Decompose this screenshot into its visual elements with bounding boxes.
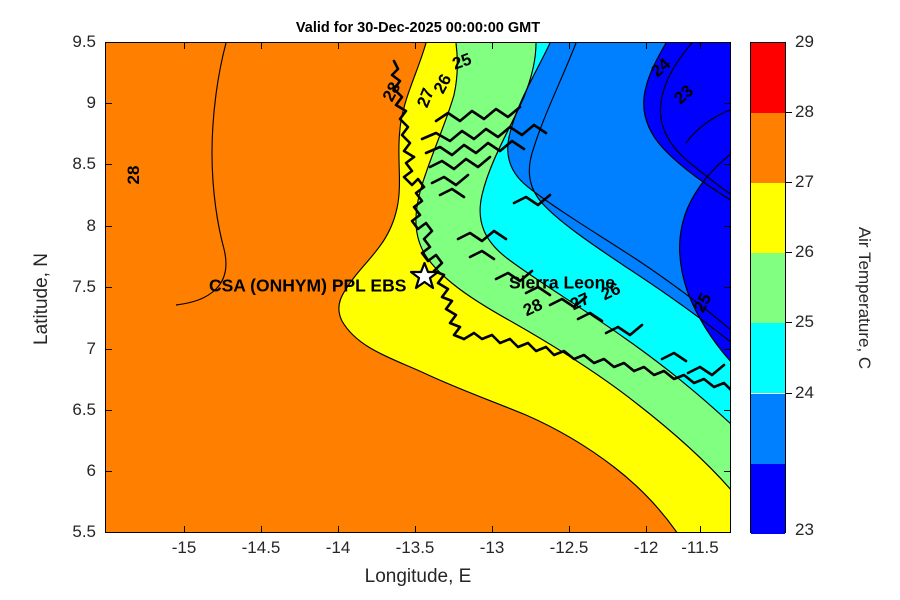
colorbar-band-29 bbox=[751, 43, 785, 114]
coastline bbox=[390, 59, 730, 391]
xtick-mark bbox=[184, 42, 186, 49]
ytick-mark bbox=[105, 532, 112, 534]
xtick-mark bbox=[700, 526, 702, 533]
xtick-mark bbox=[700, 42, 702, 49]
ytick-mark bbox=[724, 164, 731, 166]
ytick-mark bbox=[105, 349, 112, 351]
xtick-mark bbox=[261, 526, 263, 533]
ytick-label: 7 bbox=[86, 339, 96, 358]
contour-24-lobe bbox=[643, 43, 730, 201]
contour-28-main bbox=[338, 43, 678, 532]
contour-23-lower bbox=[679, 153, 730, 362]
colorbar-band-27 bbox=[751, 183, 785, 254]
xtick-mark bbox=[569, 526, 571, 533]
site-label-csa: CSA (ONHYM) PPL EBS bbox=[209, 275, 407, 296]
colorbar-band-25 bbox=[751, 323, 785, 394]
xtick-mark bbox=[184, 526, 186, 533]
colorbar-label: 28 bbox=[795, 102, 814, 121]
colorbar-label: 25 bbox=[795, 312, 814, 331]
country-label-sierra-leone: Sierra Leone bbox=[509, 272, 616, 293]
xtick-label: -13.5 bbox=[395, 538, 435, 557]
colorbar-band-23 bbox=[751, 463, 785, 534]
xtick-mark bbox=[492, 42, 494, 49]
xtick-label: -14.5 bbox=[241, 538, 281, 557]
contour-label: 28 bbox=[124, 165, 143, 185]
contour-23-lobe bbox=[660, 43, 730, 195]
colorbar-label: 26 bbox=[795, 242, 814, 261]
ytick-label: 6.5 bbox=[72, 400, 96, 419]
xtick-mark bbox=[415, 42, 417, 49]
colorbar-label: 27 bbox=[795, 172, 814, 191]
colorbar bbox=[750, 42, 786, 534]
xtick-mark bbox=[569, 42, 571, 49]
colorbar-tick bbox=[786, 112, 792, 114]
contour-23-inner bbox=[685, 109, 730, 144]
colorbar-band-26 bbox=[751, 253, 785, 324]
ytick-mark bbox=[105, 42, 112, 44]
xtick-label: -12 bbox=[633, 538, 659, 557]
xtick-label: -11.5 bbox=[681, 538, 719, 557]
colorbar-label: 24 bbox=[795, 383, 814, 402]
ytick-mark bbox=[724, 410, 731, 412]
ytick-mark bbox=[724, 42, 731, 44]
xtick-label: -12.5 bbox=[549, 538, 589, 557]
contour-lines bbox=[175, 43, 730, 532]
colorbar-tick bbox=[786, 182, 792, 184]
band-25-26 bbox=[480, 43, 730, 424]
colorbar-title: Air Temperature, C bbox=[855, 226, 874, 370]
ytick-label: 7.5 bbox=[72, 277, 96, 296]
xtick-mark bbox=[492, 526, 494, 533]
ytick-label: 9.5 bbox=[72, 32, 96, 51]
xtick-mark bbox=[646, 526, 648, 533]
ytick-mark bbox=[724, 471, 731, 473]
ytick-mark bbox=[724, 532, 731, 534]
ytick-label: 6 bbox=[86, 461, 96, 480]
ytick-mark bbox=[105, 410, 112, 412]
colorbar-tick bbox=[786, 322, 792, 324]
xtick-mark bbox=[338, 526, 340, 533]
band-23-24-main bbox=[660, 43, 730, 194]
ytick-label: 9 bbox=[86, 93, 96, 112]
colorbar-band-28 bbox=[751, 113, 785, 184]
ytick-mark bbox=[724, 226, 731, 228]
contour-26 bbox=[479, 43, 730, 424]
ytick-label: 8.5 bbox=[72, 154, 96, 173]
xtick-label: -13 bbox=[479, 538, 505, 557]
ytick-label: 8 bbox=[86, 216, 96, 235]
band-26-27 bbox=[415, 43, 730, 489]
ytick-label: 5.5 bbox=[72, 522, 96, 541]
colorbar-label: 23 bbox=[795, 520, 814, 539]
ytick-mark bbox=[724, 349, 731, 351]
colorbar-label: 29 bbox=[795, 32, 814, 51]
ytick-mark bbox=[724, 103, 731, 105]
ytick-mark bbox=[105, 164, 112, 166]
xtick-mark bbox=[646, 42, 648, 49]
colorbar-band-24 bbox=[751, 393, 785, 464]
temperature-contour-field bbox=[106, 43, 730, 532]
xtick-label: -15 bbox=[171, 538, 197, 557]
band-23-24-lower bbox=[679, 154, 730, 361]
ytick-mark bbox=[105, 471, 112, 473]
xtick-mark bbox=[415, 526, 417, 533]
xtick-mark bbox=[338, 42, 340, 49]
site-star-icon bbox=[410, 262, 439, 290]
colorbar-tick bbox=[786, 252, 792, 254]
ytick-mark bbox=[105, 103, 112, 105]
map-plot-area bbox=[105, 42, 731, 533]
x-axis-title: Longitude, E bbox=[364, 566, 472, 587]
ytick-mark bbox=[105, 287, 112, 289]
ytick-mark bbox=[724, 287, 731, 289]
contour-28-west bbox=[175, 43, 227, 306]
xtick-mark bbox=[261, 42, 263, 49]
contour-24 bbox=[528, 43, 730, 343]
colorbar-tick bbox=[786, 393, 792, 395]
ytick-mark bbox=[105, 226, 112, 228]
xtick-label: -14 bbox=[325, 538, 351, 557]
chart-title: Valid for 30-Dec-2025 00:00:00 GMT bbox=[295, 20, 541, 36]
y-axis-title: Latitude, N bbox=[31, 253, 52, 345]
contour-27 bbox=[415, 43, 730, 490]
